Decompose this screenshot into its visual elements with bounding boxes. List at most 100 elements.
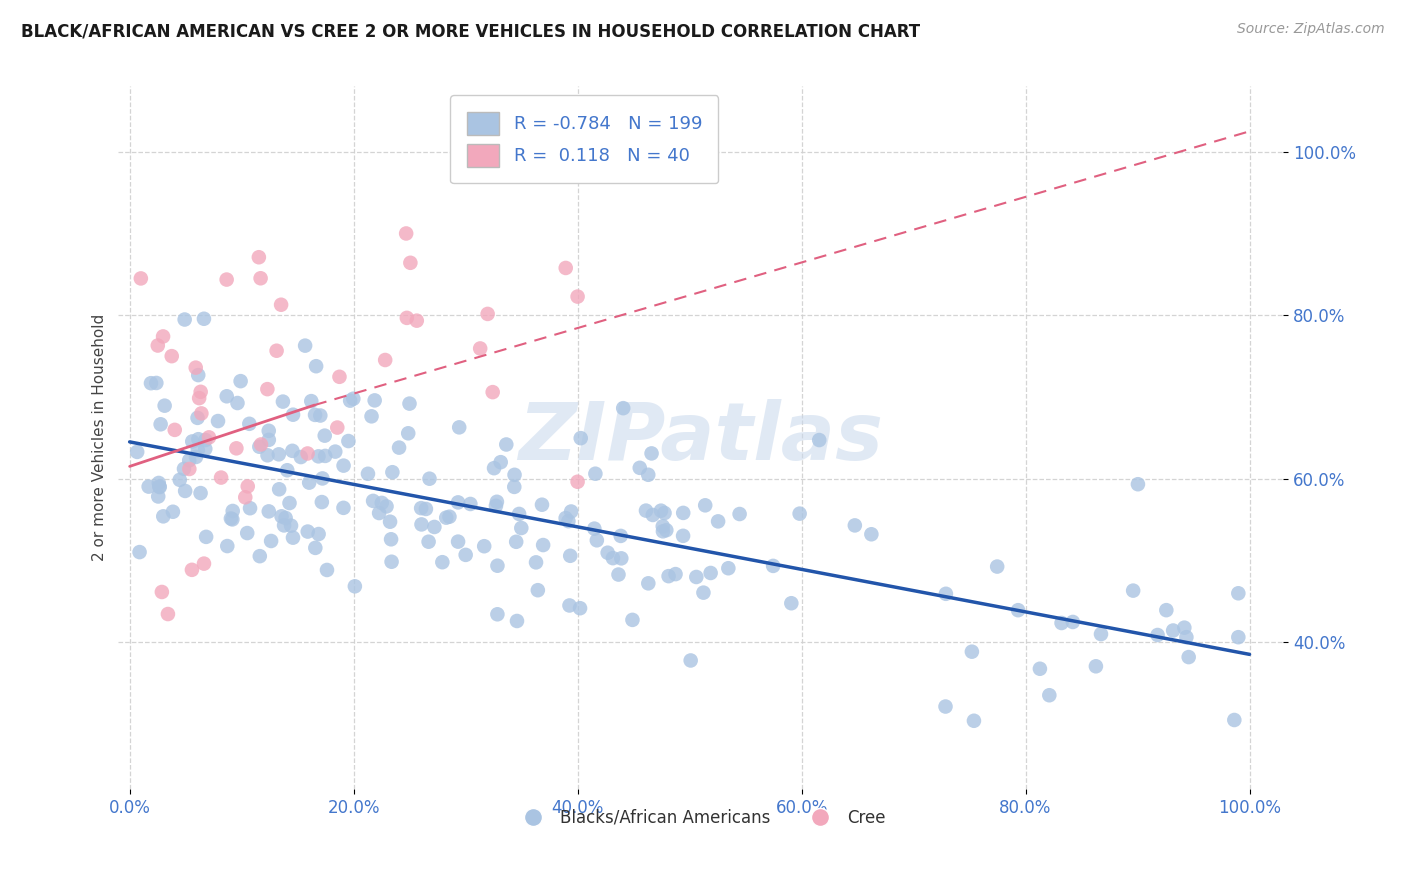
- Point: [640, 446, 662, 460]
- Point: [530, 498, 553, 512]
- Point: [935, 587, 957, 601]
- Point: [960, 645, 983, 659]
- Point: [371, 496, 394, 510]
- Point: [717, 561, 740, 575]
- Point: [411, 501, 433, 516]
- Point: [236, 526, 259, 541]
- Point: [860, 527, 883, 541]
- Point: [658, 569, 681, 583]
- Point: [332, 458, 354, 473]
- Point: [460, 497, 482, 511]
- Point: [503, 467, 526, 482]
- Point: [238, 417, 260, 431]
- Point: [309, 409, 332, 423]
- Point: [481, 385, 503, 400]
- Point: [934, 699, 956, 714]
- Point: [190, 406, 212, 420]
- Point: [418, 472, 440, 486]
- Point: [269, 483, 291, 497]
- Point: [558, 599, 581, 613]
- Point: [193, 311, 215, 326]
- Point: [1156, 603, 1178, 617]
- Point: [148, 490, 170, 504]
- Point: [508, 507, 530, 521]
- Point: [1007, 603, 1029, 617]
- Point: [316, 563, 339, 577]
- Point: [569, 431, 592, 445]
- Point: [221, 512, 243, 526]
- Point: [229, 374, 252, 388]
- Point: [602, 551, 624, 566]
- Point: [257, 433, 280, 447]
- Point: [634, 503, 657, 517]
- Point: [304, 408, 326, 422]
- Point: [762, 558, 785, 573]
- Point: [554, 260, 576, 275]
- Point: [274, 511, 297, 525]
- Point: [557, 514, 579, 528]
- Point: [239, 501, 262, 516]
- Point: [149, 417, 172, 432]
- Point: [395, 310, 418, 325]
- Point: [506, 614, 529, 628]
- Point: [290, 450, 312, 464]
- Point: [194, 442, 217, 456]
- Point: [152, 329, 174, 343]
- Point: [360, 409, 382, 424]
- Point: [485, 499, 508, 513]
- Point: [381, 555, 404, 569]
- Point: [152, 509, 174, 524]
- Point: [249, 549, 271, 564]
- Point: [304, 541, 326, 555]
- Point: [381, 465, 404, 479]
- Point: [250, 437, 273, 451]
- Point: [1038, 688, 1060, 702]
- Point: [184, 360, 207, 375]
- Point: [375, 500, 398, 514]
- Point: [278, 496, 301, 510]
- Point: [585, 533, 607, 548]
- Point: [432, 555, 454, 569]
- Point: [963, 714, 986, 728]
- Point: [554, 511, 576, 525]
- Point: [368, 506, 391, 520]
- Point: [298, 475, 321, 490]
- Point: [560, 549, 582, 563]
- Point: [621, 613, 644, 627]
- Point: [1227, 630, 1250, 644]
- Point: [485, 495, 508, 509]
- Point: [808, 433, 831, 447]
- Point: [560, 504, 582, 518]
- Point: [162, 505, 184, 519]
- Point: [1090, 627, 1112, 641]
- Point: [395, 227, 418, 241]
- Point: [222, 504, 245, 518]
- Point: [297, 524, 319, 539]
- Text: Source: ZipAtlas.com: Source: ZipAtlas.com: [1237, 22, 1385, 37]
- Point: [396, 426, 419, 441]
- Point: [447, 534, 470, 549]
- Point: [641, 508, 664, 522]
- Point: [187, 443, 209, 458]
- Point: [339, 393, 361, 408]
- Point: [567, 289, 589, 303]
- Point: [692, 585, 714, 599]
- Point: [194, 433, 217, 447]
- Point: [138, 480, 160, 494]
- Point: [1029, 662, 1052, 676]
- Point: [679, 653, 702, 667]
- Point: [380, 533, 402, 547]
- Point: [399, 256, 422, 270]
- Point: [505, 534, 527, 549]
- Text: BLACK/AFRICAN AMERICAN VS CREE 2 OR MORE VEHICLES IN HOUSEHOLD CORRELATION CHART: BLACK/AFRICAN AMERICAN VS CREE 2 OR MORE…: [21, 22, 920, 40]
- Point: [664, 567, 686, 582]
- Point: [612, 401, 634, 416]
- Y-axis label: 2 or more Vehicles in Household: 2 or more Vehicles in Household: [93, 314, 107, 561]
- Point: [610, 551, 633, 566]
- Point: [326, 420, 349, 434]
- Point: [472, 539, 495, 553]
- Point: [260, 533, 283, 548]
- Point: [470, 342, 492, 356]
- Point: [160, 349, 183, 363]
- Point: [486, 558, 509, 573]
